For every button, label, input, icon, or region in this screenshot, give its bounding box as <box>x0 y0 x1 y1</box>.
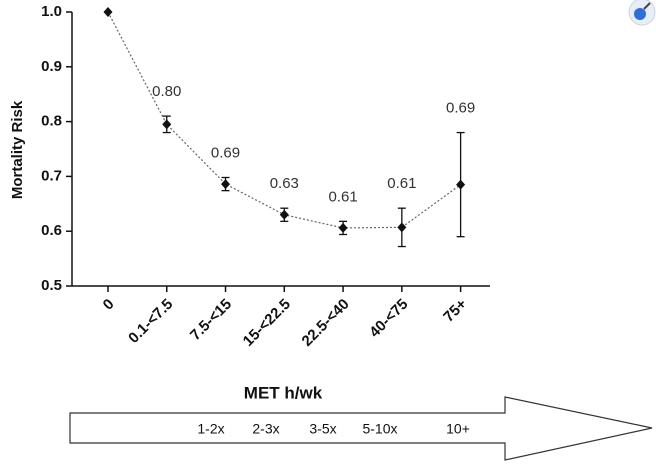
point <box>338 222 348 233</box>
y-tick-label: 0.5 <box>41 277 62 294</box>
x-tick-label: 15-<22.5 <box>240 296 294 350</box>
point <box>397 222 407 233</box>
x-tick-label: 75+ <box>440 295 470 325</box>
y-tick-label: 0.6 <box>41 222 62 239</box>
point <box>162 119 172 130</box>
icon <box>628 0 656 26</box>
data-label: 0.69 <box>211 144 240 161</box>
x-axis-label: MET h/wk <box>244 383 323 402</box>
y-tick-label: 0.9 <box>41 58 62 75</box>
point <box>279 209 289 220</box>
data-label: 0.69 <box>446 100 475 117</box>
x-tick-label: 7.5-<15 <box>187 296 235 344</box>
data-label: 0.63 <box>270 175 299 192</box>
data-label: 0.61 <box>387 175 416 192</box>
y-axis-label: Mortality Risk <box>9 100 26 199</box>
data-label: 0.61 <box>328 188 357 205</box>
y-tick-label: 0.8 <box>41 113 62 130</box>
x-tick-label: 22.5-<40 <box>299 296 353 350</box>
line <box>107 11 461 229</box>
x-tick-label: 0.1-<7.5 <box>125 296 176 347</box>
arrow-label: 1-2x <box>197 421 224 437</box>
y-tick-label: 0.7 <box>41 167 62 184</box>
y-tick-label: 1.0 <box>41 3 62 20</box>
point <box>456 179 466 190</box>
arrow <box>69 396 653 461</box>
arrow-label: 3-5x <box>309 421 336 437</box>
arrow-label: 5-10x <box>362 421 397 437</box>
arrow-label: 10+ <box>446 421 470 437</box>
data-label: 0.80 <box>152 83 181 100</box>
x-tick-label: 0 <box>100 296 118 314</box>
point <box>221 179 231 190</box>
point <box>103 7 113 17</box>
x-tick-label: 40-<75 <box>366 296 411 341</box>
arrow-label: 2-3x <box>252 421 279 437</box>
